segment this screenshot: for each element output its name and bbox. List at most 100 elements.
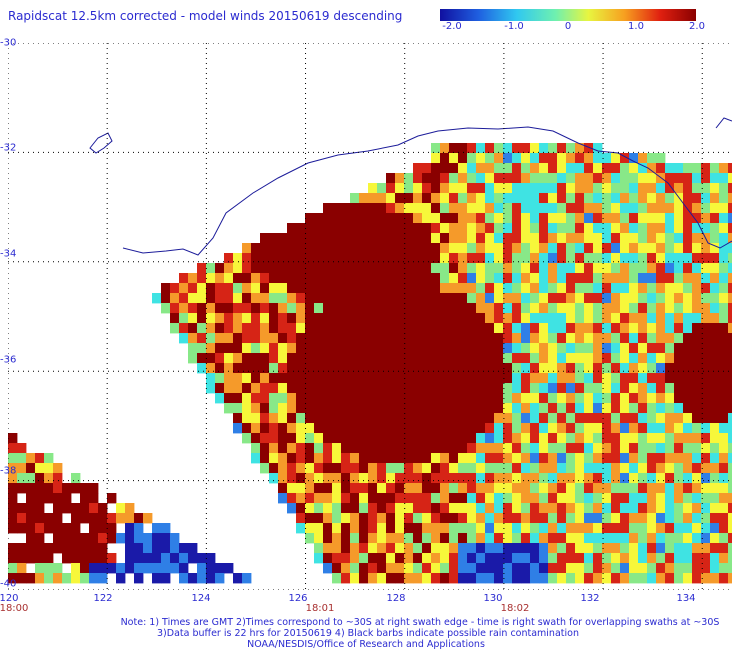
- wind-cell: [98, 553, 108, 564]
- wind-cell: [314, 273, 324, 284]
- wind-cell: [53, 493, 63, 504]
- wind-cell: [467, 423, 477, 434]
- wind-cell: [494, 393, 504, 404]
- wind-cell: [485, 333, 495, 344]
- wind-cell: [332, 233, 342, 244]
- wind-cell: [539, 533, 549, 544]
- wind-cell: [296, 233, 306, 244]
- wind-cell: [350, 433, 360, 444]
- wind-cell: [305, 513, 315, 524]
- wind-cell: [602, 203, 612, 214]
- wind-cell: [692, 303, 702, 314]
- wind-cell: [377, 463, 387, 474]
- wind-cell: [476, 213, 486, 224]
- wind-cell: [575, 443, 585, 454]
- wind-cell: [476, 223, 486, 234]
- wind-cell: [647, 303, 657, 314]
- wind-cell: [665, 333, 675, 344]
- wind-cell: [296, 243, 306, 254]
- wind-cell: [557, 253, 567, 264]
- wind-cell: [233, 263, 243, 274]
- wind-cell: [431, 473, 441, 484]
- wind-cell: [485, 483, 495, 494]
- wind-cell: [431, 383, 441, 394]
- wind-cell: [638, 413, 648, 424]
- wind-cell: [323, 513, 333, 524]
- wind-cell: [665, 233, 675, 244]
- wind-cell: [170, 303, 180, 314]
- wind-cell: [656, 523, 666, 534]
- wind-cell: [98, 563, 108, 574]
- wind-cell: [368, 553, 378, 564]
- wind-cell: [494, 273, 504, 284]
- wind-cell: [476, 363, 486, 374]
- wind-cell: [368, 313, 378, 324]
- wind-cell: [566, 313, 576, 324]
- wind-cell: [494, 453, 504, 464]
- wind-cell: [377, 363, 387, 374]
- wind-cell: [350, 463, 360, 474]
- wind-cell: [368, 473, 378, 484]
- wind-cell: [314, 343, 324, 354]
- wind-cell: [728, 503, 732, 514]
- wind-cell: [719, 423, 729, 434]
- wind-cell: [368, 373, 378, 384]
- wind-cell: [620, 493, 630, 504]
- wind-cell: [692, 493, 702, 504]
- wind-cell: [593, 273, 603, 284]
- wind-cell: [584, 433, 594, 444]
- wind-cell: [629, 213, 639, 224]
- wind-cell: [53, 503, 63, 514]
- wind-cell: [251, 453, 261, 464]
- wind-cell: [566, 443, 576, 454]
- wind-cell: [197, 263, 207, 274]
- wind-cell: [179, 563, 189, 574]
- wind-cell: [575, 283, 585, 294]
- wind-cell: [674, 173, 684, 184]
- wind-cell: [476, 513, 486, 524]
- wind-cell: [449, 183, 459, 194]
- wind-cell: [260, 263, 270, 274]
- wind-cell: [611, 413, 621, 424]
- wind-cell: [287, 243, 297, 254]
- wind-cell: [566, 543, 576, 554]
- wind-cell: [521, 153, 531, 164]
- wind-cell: [665, 273, 675, 284]
- wind-cell: [341, 233, 351, 244]
- wind-cell: [404, 393, 414, 404]
- wind-cell: [305, 353, 315, 364]
- wind-cell: [530, 563, 540, 574]
- wind-cell: [575, 263, 585, 274]
- wind-cell: [674, 503, 684, 514]
- wind-cell: [350, 563, 360, 574]
- wind-cell: [629, 273, 639, 284]
- wind-cell: [584, 463, 594, 474]
- wind-cell: [602, 363, 612, 374]
- wind-cell: [701, 213, 711, 224]
- wind-cell: [503, 183, 513, 194]
- wind-cell: [611, 403, 621, 414]
- wind-cell: [683, 323, 693, 334]
- wind-cell: [314, 523, 324, 534]
- wind-cell: [683, 313, 693, 324]
- wind-cell: [593, 513, 603, 524]
- wind-cell: [98, 503, 108, 514]
- wind-cell: [377, 443, 387, 454]
- wind-cell: [440, 513, 450, 524]
- wind-cell: [62, 493, 72, 504]
- wind-cell: [224, 393, 234, 404]
- wind-cell: [485, 313, 495, 324]
- wind-cell: [251, 343, 261, 354]
- wind-cell: [647, 533, 657, 544]
- wind-cell: [395, 353, 405, 364]
- wind-cell: [692, 253, 702, 264]
- wind-cell: [404, 263, 414, 274]
- wind-cell: [539, 513, 549, 524]
- wind-cell: [503, 573, 513, 584]
- wind-cell: [269, 453, 279, 464]
- wind-cell: [116, 513, 126, 524]
- wind-cell: [566, 323, 576, 334]
- wind-cell: [494, 503, 504, 514]
- wind-cell: [494, 353, 504, 364]
- wind-cell: [377, 343, 387, 354]
